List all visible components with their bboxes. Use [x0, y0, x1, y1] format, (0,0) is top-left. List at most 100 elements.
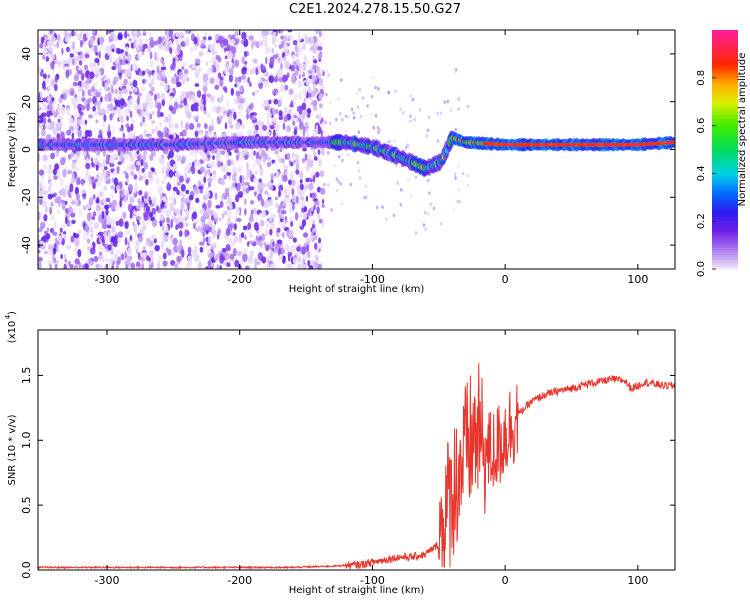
noise-blob — [176, 244, 182, 253]
noise-blob — [203, 176, 207, 184]
spectrogram-plot-area — [38, 30, 675, 269]
noise-blob — [86, 169, 89, 177]
noise-blob — [160, 240, 165, 249]
noise-blob — [414, 231, 418, 235]
noise-blob — [38, 249, 41, 254]
noise-blob — [168, 122, 174, 129]
noise-blob — [41, 200, 47, 207]
noise-blob — [229, 124, 234, 129]
noise-blob — [255, 40, 260, 49]
noise-blob — [272, 129, 276, 138]
noise-blob — [297, 189, 303, 196]
noise-blob — [120, 114, 124, 124]
noise-blob — [70, 190, 74, 198]
noise-blob — [161, 179, 166, 184]
noise-blob — [172, 133, 177, 139]
noise-blob — [103, 114, 107, 122]
colorbar-segment — [712, 225, 738, 229]
noise-blob — [409, 119, 412, 124]
noise-blob — [49, 265, 53, 269]
noise-blob — [287, 254, 291, 262]
noise-blob — [257, 229, 260, 238]
noise-blob — [114, 88, 119, 95]
noise-blob — [247, 222, 252, 230]
noise-blob — [290, 65, 295, 72]
noise-blob — [74, 238, 80, 247]
noise-blob — [119, 153, 124, 161]
noise-blob — [87, 97, 93, 103]
y-axis-label: Frequency (Hz) — [7, 112, 18, 188]
noise-blob — [145, 94, 149, 103]
colorbar-segment — [712, 118, 738, 122]
noise-blob — [257, 120, 262, 126]
noise-blob — [83, 82, 88, 90]
noise-blob — [38, 119, 43, 124]
noise-blob — [62, 231, 67, 235]
noise-blob — [53, 83, 58, 92]
noise-blob — [51, 63, 55, 71]
noise-blob — [39, 212, 43, 218]
noise-blob — [228, 238, 232, 244]
noise-blob — [194, 83, 200, 87]
colorbar-segment — [712, 190, 738, 194]
noise-blob — [98, 251, 103, 256]
noise-blob — [193, 222, 196, 230]
noise-blob — [297, 46, 303, 54]
noise-blob — [161, 99, 165, 107]
noise-blob — [230, 108, 236, 113]
noise-blob — [372, 125, 376, 130]
noise-blob — [262, 124, 268, 132]
noise-blob — [38, 227, 43, 233]
noise-blob — [108, 55, 113, 63]
noise-blob — [211, 50, 215, 56]
noise-blob — [59, 39, 63, 47]
colorbar-segment — [712, 87, 738, 91]
noise-blob — [76, 56, 80, 62]
noise-blob — [424, 211, 427, 215]
noise-blob — [167, 161, 171, 167]
noise-blob — [81, 89, 85, 97]
noise-blob — [455, 199, 459, 204]
noise-blob — [127, 183, 134, 192]
noise-blob — [124, 50, 129, 57]
noise-blob — [233, 223, 237, 231]
noise-blob — [268, 99, 272, 105]
noise-blob — [259, 40, 264, 47]
noise-blob — [262, 72, 266, 77]
noise-blob — [258, 195, 263, 201]
noise-blob — [269, 56, 275, 65]
noise-blob — [258, 212, 263, 218]
noise-blob — [60, 157, 66, 166]
noise-blob — [62, 58, 68, 65]
noise-blob — [326, 183, 330, 187]
noise-blob — [318, 30, 322, 38]
x-tick-label: 0 — [502, 273, 509, 286]
noise-blob — [61, 201, 66, 211]
noise-blob — [219, 200, 224, 209]
noise-blob — [60, 106, 66, 116]
noise-blob — [194, 220, 199, 225]
noise-blob — [79, 118, 85, 127]
noise-blob — [178, 230, 183, 238]
noise-blob — [288, 88, 294, 95]
noise-blob — [230, 159, 235, 166]
noise-blob — [347, 115, 350, 119]
noise-blob — [147, 170, 153, 179]
noise-blob — [98, 191, 104, 198]
noise-blob — [277, 68, 283, 77]
colorbar-segment — [712, 89, 738, 93]
noise-blob — [168, 169, 174, 178]
noise-blob — [308, 93, 312, 98]
noise-blob — [93, 255, 99, 263]
y-axis-label: SNR (10 * v/v) — [7, 414, 18, 485]
noise-blob — [44, 42, 47, 48]
noise-blob — [335, 177, 339, 181]
noise-blob — [365, 195, 369, 199]
colorbar-tick-label: 0.2 — [696, 213, 707, 229]
noise-blob — [130, 262, 136, 269]
noise-blob — [202, 231, 206, 237]
noise-blob — [91, 176, 94, 185]
noise-blob — [305, 195, 309, 202]
noise-blob — [251, 114, 256, 121]
noise-blob — [85, 162, 91, 170]
